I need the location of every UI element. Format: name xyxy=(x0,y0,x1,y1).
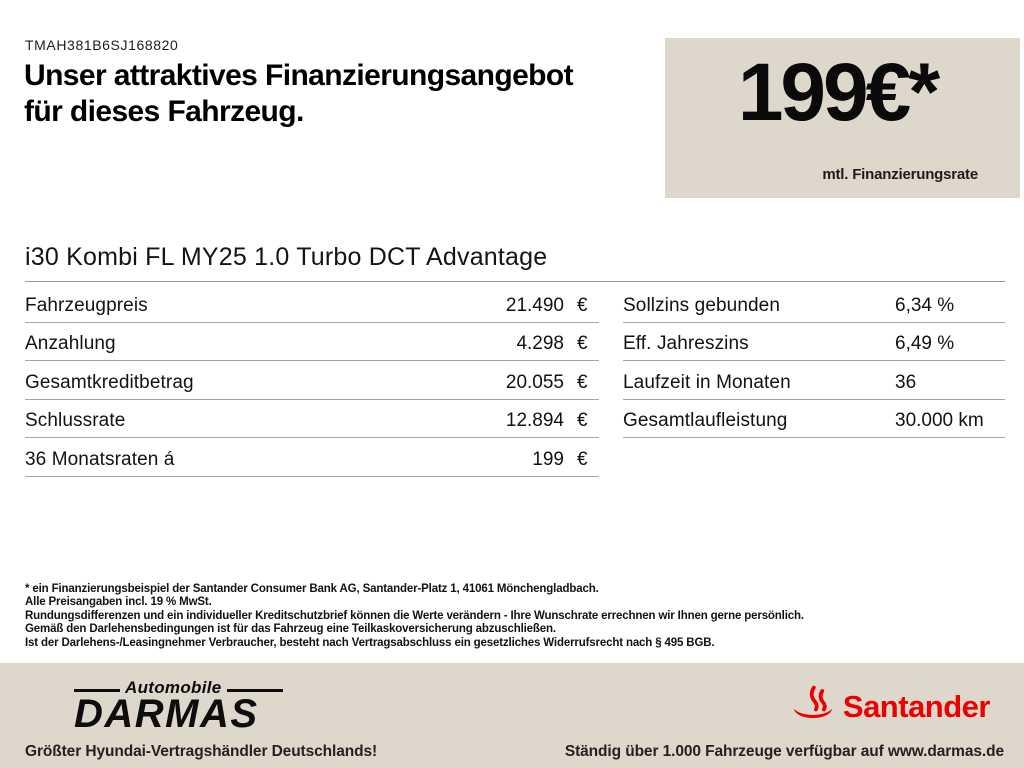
finance-unit: € xyxy=(577,448,588,470)
monthly-rate-box: 199€* mtl. Finanzierungsrate xyxy=(665,38,1020,198)
finance-value: 6,49 % xyxy=(895,333,955,354)
finance-value: 4.298 xyxy=(516,333,564,354)
finance-label: Gesamtlaufleistung xyxy=(623,410,788,431)
finance-row-sollzins: Sollzins gebunden 6,34 % xyxy=(623,284,1005,323)
finance-row-schlussrate: Schlussrate 12.894 € xyxy=(25,400,599,438)
monthly-rate-caption: mtl. Finanzierungsrate xyxy=(822,166,978,183)
finance-value: 199 xyxy=(532,448,564,470)
darmas-logo: Automobile DARMAS xyxy=(74,678,283,736)
finance-label: Fahrzeugpreis xyxy=(25,294,148,316)
finance-label: 36 Monatsraten á xyxy=(25,448,175,470)
darmas-logo-automobile: Automobile xyxy=(125,678,222,697)
disclaimer-line: Gemäß den Darlehensbedingungen ist für d… xyxy=(25,623,556,636)
finance-row-laufzeit: Laufzeit in Monaten 36 xyxy=(623,361,1005,400)
darmas-logo-name: DARMAS xyxy=(74,692,259,736)
finance-label: Eff. Jahreszins xyxy=(623,333,749,354)
finance-unit: € xyxy=(577,371,588,393)
logo-line-left xyxy=(74,689,120,692)
darmas-logo-top: Automobile xyxy=(74,678,283,698)
finance-label: Schlussrate xyxy=(25,410,126,431)
finance-row-gesamtkreditbetrag: Gesamtkreditbetrag 20.055 € xyxy=(25,361,599,400)
logo-line-right xyxy=(226,689,283,692)
page-title-line1: Unser attraktives Finanzierungsangebot xyxy=(24,59,574,92)
finance-table-left: Fahrzeugpreis 21.490 € Anzahlung 4.298 €… xyxy=(25,284,599,477)
finance-value: 12.894 xyxy=(505,410,564,431)
finance-value: 30.000 km xyxy=(895,410,984,431)
disclaimer-line: Rundungsdifferenzen und ein individuelle… xyxy=(25,609,804,622)
monthly-rate-amount: 199€* xyxy=(737,47,940,138)
finance-row-anzahlung: Anzahlung 4.298 € xyxy=(25,323,599,361)
disclaimer-line: Alle Preisangaben incl. 19 % MwSt. xyxy=(25,596,212,609)
santander-wordmark: Santander xyxy=(842,688,991,724)
page-title-line2: für dieses Fahrzeug. xyxy=(24,95,304,128)
finance-row-fahrzeugpreis: Fahrzeugpreis 21.490 € xyxy=(25,284,599,323)
dealer-tagline: Größter Hyundai-Vertragshändler Deutschl… xyxy=(25,743,378,760)
vehicle-vin: TMAH381B6SJ168820 xyxy=(25,37,179,53)
finance-value: 6,34 % xyxy=(895,294,955,316)
finance-value: 21.490 xyxy=(505,294,564,316)
vehicle-title: i30 Kombi FL MY25 1.0 Turbo DCT Advantag… xyxy=(25,243,548,271)
finance-value: 20.055 xyxy=(505,371,564,393)
finance-unit: € xyxy=(577,294,588,316)
finance-label: Sollzins gebunden xyxy=(623,294,780,316)
disclaimer-line: * ein Finanzierungsbeispiel der Santande… xyxy=(25,583,599,595)
finance-unit: € xyxy=(577,410,588,431)
finance-row-monatsraten: 36 Monatsraten á 199 € xyxy=(25,438,599,477)
finance-label: Anzahlung xyxy=(25,333,116,354)
vehicle-title-block: i30 Kombi FL MY25 1.0 Turbo DCT Advantag… xyxy=(25,243,1005,282)
finance-row-gesamtlaufleistung: Gesamtlaufleistung 30.000 km xyxy=(623,400,1005,438)
footer: Automobile DARMAS Größter Hyundai-Vertra… xyxy=(0,663,1024,768)
santander-flame-icon xyxy=(792,685,834,728)
santander-logo: Santander xyxy=(792,685,991,728)
disclaimer-line: Ist der Darlehens-/Leasingnehmer Verbrau… xyxy=(25,636,715,649)
finance-value: 36 xyxy=(895,371,917,393)
finance-label: Laufzeit in Monaten xyxy=(623,371,791,393)
page-title: Unser attraktives Finanzierungsangebot f… xyxy=(24,58,574,130)
bank-tagline: Ständig über 1.000 Fahrzeuge verfügbar a… xyxy=(564,743,1004,760)
finance-row-jahreszins: Eff. Jahreszins 6,49 % xyxy=(623,323,1005,361)
disclaimer-text: * ein Finanzierungsbeispiel der Santande… xyxy=(25,583,1015,650)
finance-label: Gesamtkreditbetrag xyxy=(25,371,194,393)
finance-unit: € xyxy=(577,333,588,354)
finance-table-right: Sollzins gebunden 6,34 % Eff. Jahreszins… xyxy=(623,284,1005,438)
